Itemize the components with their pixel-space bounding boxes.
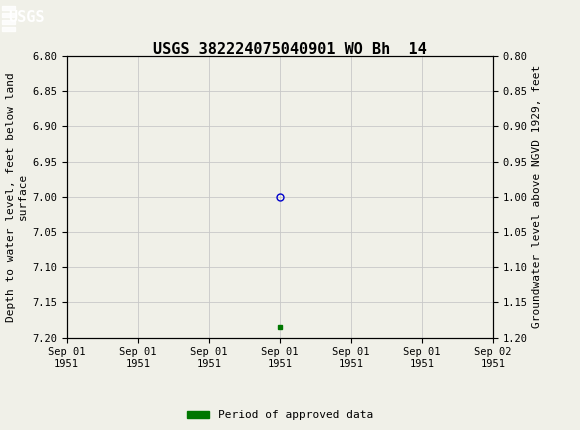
Text: USGS: USGS: [9, 10, 45, 25]
Y-axis label: Groundwater level above NGVD 1929, feet: Groundwater level above NGVD 1929, feet: [532, 65, 542, 329]
Text: USGS 382224075040901 WO Bh  14: USGS 382224075040901 WO Bh 14: [153, 42, 427, 57]
Y-axis label: Depth to water level, feet below land
surface: Depth to water level, feet below land su…: [6, 72, 28, 322]
Legend: Period of approved data: Period of approved data: [182, 406, 378, 425]
